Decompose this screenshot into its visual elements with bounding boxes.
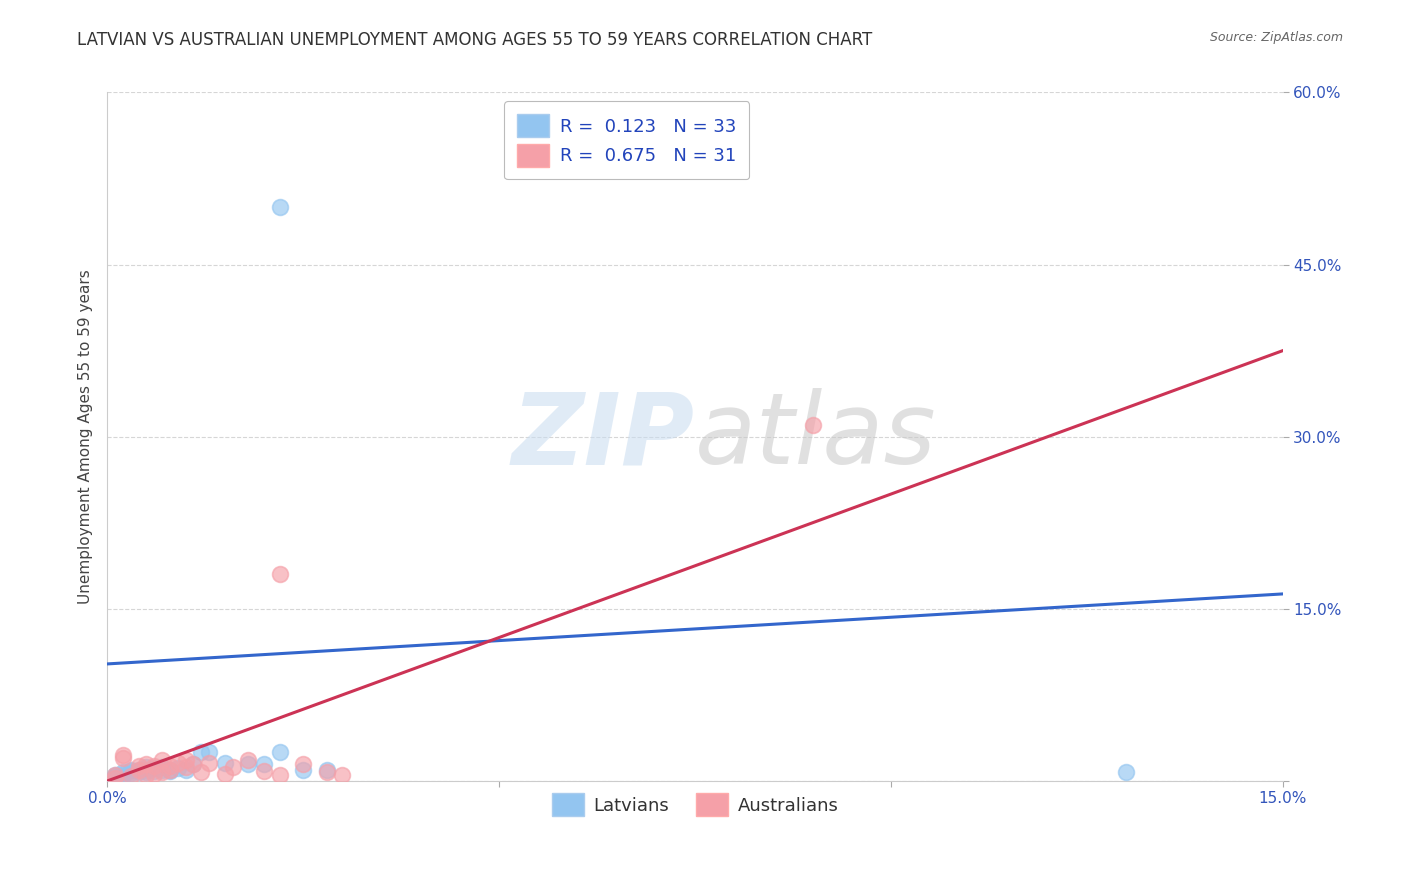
Point — [315, 763, 337, 777]
Point — [292, 763, 315, 777]
Point — [143, 759, 166, 773]
Point — [269, 745, 291, 759]
Y-axis label: Unemployment Among Ages 55 to 59 years: Unemployment Among Ages 55 to 59 years — [79, 269, 93, 604]
Point — [143, 764, 166, 778]
Point — [214, 767, 236, 781]
Text: ZIP: ZIP — [512, 388, 695, 485]
Point — [330, 768, 353, 782]
Legend: Latvians, Australians: Latvians, Australians — [544, 786, 845, 823]
Point — [143, 767, 166, 781]
Point — [174, 763, 197, 777]
Point — [120, 766, 142, 780]
Point — [190, 764, 212, 779]
Point — [104, 768, 127, 782]
Point — [166, 756, 188, 770]
Point — [190, 745, 212, 759]
Point — [166, 761, 188, 775]
Point — [104, 768, 127, 782]
Point — [159, 759, 181, 773]
Point — [128, 763, 150, 777]
Text: Source: ZipAtlas.com: Source: ZipAtlas.com — [1209, 31, 1343, 45]
Point — [150, 764, 173, 779]
Point — [128, 764, 150, 779]
Point — [174, 760, 197, 774]
Point — [128, 759, 150, 773]
Point — [120, 763, 142, 777]
Point — [159, 763, 181, 777]
Point — [269, 768, 291, 782]
Point — [104, 771, 127, 785]
Point — [111, 767, 134, 781]
Point — [269, 200, 291, 214]
Point — [111, 764, 134, 779]
Point — [1115, 764, 1137, 779]
Point — [198, 745, 221, 759]
Point — [183, 756, 205, 771]
Point — [269, 567, 291, 582]
Point — [238, 756, 260, 771]
Point — [292, 756, 315, 771]
Point — [135, 760, 157, 774]
Point — [221, 760, 243, 774]
Point — [214, 756, 236, 770]
Point — [174, 753, 197, 767]
Point — [150, 763, 173, 777]
Point — [111, 747, 134, 762]
Point — [315, 764, 337, 779]
Point — [143, 761, 166, 775]
Point — [120, 769, 142, 783]
Point — [128, 763, 150, 777]
Point — [104, 769, 127, 783]
Point — [120, 764, 142, 778]
Point — [801, 418, 824, 433]
Point — [104, 771, 127, 785]
Point — [111, 751, 134, 765]
Point — [238, 753, 260, 767]
Point — [135, 756, 157, 771]
Point — [159, 764, 181, 778]
Point — [198, 756, 221, 770]
Point — [150, 753, 173, 767]
Text: LATVIAN VS AUSTRALIAN UNEMPLOYMENT AMONG AGES 55 TO 59 YEARS CORRELATION CHART: LATVIAN VS AUSTRALIAN UNEMPLOYMENT AMONG… — [77, 31, 873, 49]
Point — [253, 756, 276, 771]
Point — [135, 764, 157, 779]
Point — [111, 769, 134, 783]
Point — [159, 763, 181, 777]
Point — [135, 768, 157, 782]
Point — [135, 763, 157, 777]
Point — [183, 756, 205, 771]
Point — [253, 764, 276, 778]
Point — [150, 760, 173, 774]
Text: atlas: atlas — [695, 388, 936, 485]
